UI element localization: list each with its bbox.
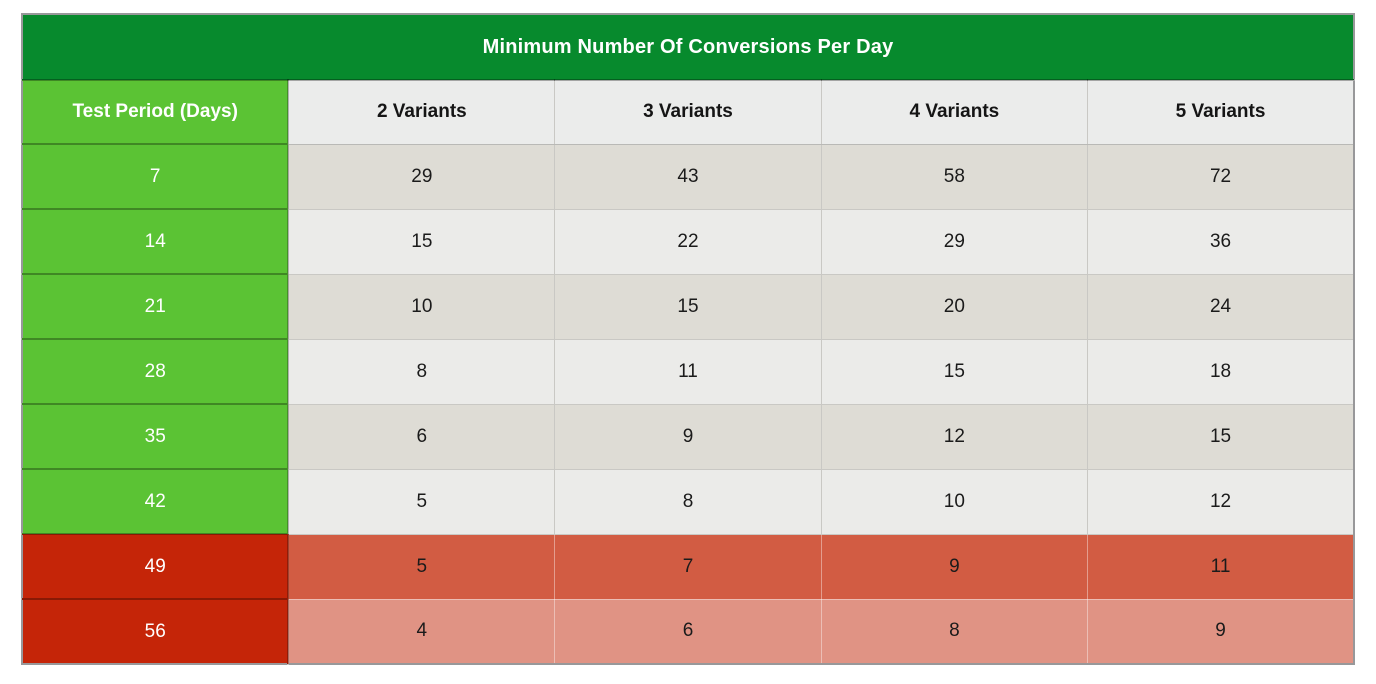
value-cell: 72 [1087, 143, 1355, 210]
value-cell: 10 [820, 468, 1089, 535]
table-row: 56 4 6 8 9 [22, 598, 1355, 665]
col-header-test-period: Test Period (Days) [22, 80, 290, 144]
table-title-row: Minimum Number Of Conversions Per Day [22, 14, 1354, 81]
value-cell: 20 [820, 273, 1089, 340]
table-row: 28 8 11 15 18 [22, 338, 1355, 405]
period-cell: 49 [22, 533, 290, 599]
value-cell: 8 [820, 598, 1089, 665]
value-cell: 7 [554, 533, 822, 600]
table-title: Minimum Number Of Conversions Per Day [22, 14, 1354, 81]
value-cell: 5 [287, 468, 556, 535]
col-header-5-variants: 5 Variants [1087, 80, 1354, 145]
conversions-table-container: Minimum Number Of Conversions Per Day Te… [21, 13, 1355, 665]
value-cell: 6 [287, 403, 556, 470]
value-cell: 10 [287, 273, 556, 340]
value-cell: 6 [554, 598, 822, 665]
value-cell: 22 [554, 208, 822, 275]
table-row: 7 29 43 58 72 [22, 143, 1355, 210]
value-cell: 11 [554, 338, 822, 405]
period-cell: 28 [22, 338, 290, 404]
value-cell: 58 [820, 143, 1089, 210]
value-cell: 12 [820, 403, 1089, 470]
period-cell: 42 [22, 468, 290, 534]
value-cell: 9 [1087, 598, 1355, 665]
col-header-3-variants: 3 Variants [554, 80, 822, 145]
table-row: 49 5 7 9 11 [22, 533, 1355, 600]
value-cell: 9 [554, 403, 822, 470]
period-cell: 35 [22, 403, 290, 469]
value-cell: 36 [1087, 208, 1355, 275]
value-cell: 8 [287, 338, 556, 405]
col-header-4-variants: 4 Variants [820, 80, 1088, 145]
min-conversions-table: Minimum Number Of Conversions Per Day Te… [21, 13, 1355, 665]
value-cell: 29 [820, 208, 1089, 275]
value-cell: 15 [1087, 403, 1355, 470]
value-cell: 4 [287, 598, 556, 665]
value-cell: 15 [820, 338, 1089, 405]
col-header-2-variants: 2 Variants [287, 80, 555, 145]
table-row: 14 15 22 29 36 [22, 208, 1355, 275]
period-cell: 56 [22, 598, 290, 664]
table-row: 35 6 9 12 15 [22, 403, 1355, 470]
value-cell: 15 [554, 273, 822, 340]
column-header-row: Test Period (Days) 2 Variants 3 Variants… [22, 80, 1354, 145]
period-cell: 14 [22, 208, 290, 274]
value-cell: 12 [1087, 468, 1355, 535]
value-cell: 18 [1087, 338, 1355, 405]
period-cell: 21 [22, 273, 290, 339]
value-cell: 5 [287, 533, 556, 600]
value-cell: 11 [1087, 533, 1355, 600]
value-cell: 9 [820, 533, 1089, 600]
value-cell: 15 [287, 208, 556, 275]
table-row: 21 10 15 20 24 [22, 273, 1355, 340]
value-cell: 29 [287, 143, 556, 210]
table-row: 42 5 8 10 12 [22, 468, 1355, 535]
period-cell: 7 [22, 143, 290, 209]
value-cell: 24 [1087, 273, 1355, 340]
value-cell: 43 [554, 143, 822, 210]
value-cell: 8 [554, 468, 822, 535]
